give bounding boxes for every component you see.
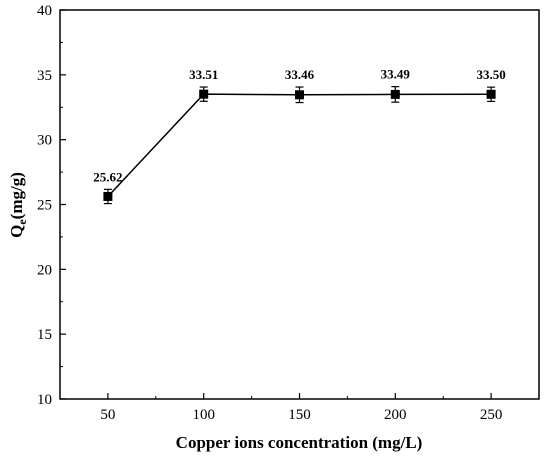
x-tick-label: 150 [288,407,311,423]
data-label: 25.62 [93,169,122,184]
y-tick-label: 40 [37,3,52,19]
y-tick-label: 20 [37,262,52,278]
x-tick-label: 50 [100,407,115,423]
y-tick-label: 10 [37,392,52,408]
series-line [107,93,492,197]
y-tick-label: 15 [37,327,52,343]
data-label: 33.51 [189,67,218,82]
x-tick-label: 250 [480,407,503,423]
data-point-marker [390,89,400,99]
series-layer: 25.62 33.51 33.46 33.49 33.50 [93,67,506,205]
y-axis-title-subscript: e [15,219,29,225]
x-tick-label: 100 [192,407,215,423]
x-tick-label: 200 [384,407,407,423]
data-point-marker [199,89,209,99]
y-axis-title-main: Q [7,225,26,238]
data-point-marker [295,90,304,100]
y-tick-label: 25 [37,198,52,214]
x-axis-title: Copper ions concentration (mg/L) [176,433,423,452]
y-axis-ticks: 10 15 20 25 30 35 40 [37,3,66,408]
data-label: 33.50 [476,67,505,82]
y-axis-title-unit: (mg/g) [7,172,26,219]
data-point-marker [486,89,496,99]
y-axis-title: Qe(mg/g) [7,172,29,238]
data-point-marker [103,191,113,201]
x-axis-ticks: 50 100 150 200 250 [100,393,502,423]
data-label: 33.49 [381,67,411,82]
y-tick-label: 30 [37,133,52,149]
y-tick-label: 35 [37,68,52,84]
data-label: 33.46 [285,67,315,82]
